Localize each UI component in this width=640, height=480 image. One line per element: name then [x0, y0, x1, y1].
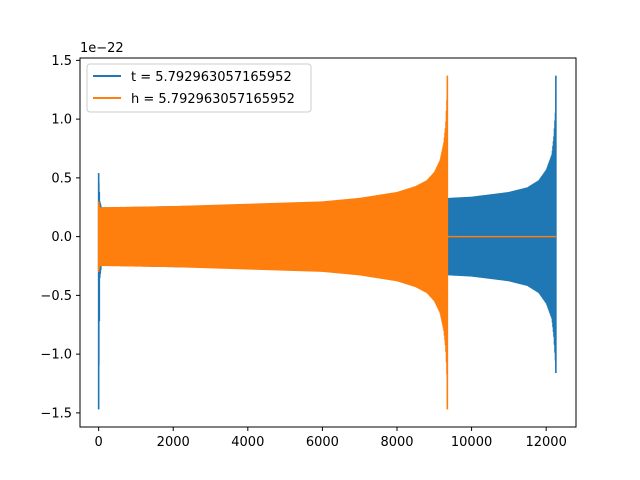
legend-label: h = 5.792963057165952 [131, 92, 295, 107]
y-axis: −1.5 −1.0 −0.5 0.0 0.5 1.0 1.5 [40, 54, 80, 421]
axes-frame [79, 57, 577, 428]
legend: t = 5.792963057165952 h = 5.7929630571659… [86, 63, 312, 113]
y-tick-label: 1.0 [51, 113, 72, 128]
y-tick-label: 0.5 [51, 171, 72, 186]
x-tick-label: 0 [95, 435, 103, 450]
y-tick-label: 1.5 [51, 54, 72, 69]
y-tick-label: −0.5 [40, 289, 72, 304]
legend-label: t = 5.792963057165952 [131, 70, 292, 85]
x-tick-label: 12000 [525, 435, 566, 450]
x-tick-label: 6000 [306, 435, 339, 450]
y-tick-label: −1.0 [40, 348, 72, 363]
legend-box [86, 63, 312, 113]
series-h [97, 75, 556, 410]
y-offset-label: 1e−22 [80, 41, 124, 56]
plot-area [97, 75, 557, 410]
x-axis: 0 2000 4000 6000 8000 10000 12000 [95, 427, 567, 450]
x-tick-label: 8000 [380, 435, 413, 450]
y-tick-label: 0.0 [51, 230, 72, 245]
x-tick-label: 4000 [231, 435, 264, 450]
x-tick-label: 10000 [451, 435, 492, 450]
y-tick-label: −1.5 [40, 406, 72, 421]
x-tick-label: 2000 [157, 435, 190, 450]
